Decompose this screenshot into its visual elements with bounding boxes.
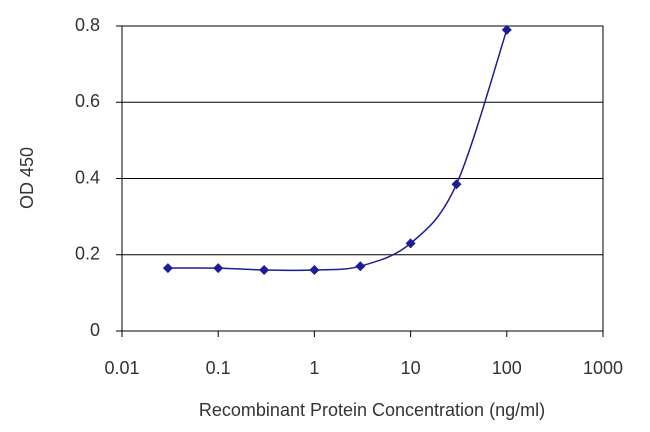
- series-line: [167, 29, 508, 272]
- x-tick-label: 1: [309, 358, 319, 378]
- data-point: [309, 265, 320, 275]
- x-tick-label: 0.1: [206, 358, 231, 378]
- y-tick-label: 0.4: [75, 167, 100, 187]
- data-point: [355, 261, 366, 272]
- y-tick-label: 0.6: [75, 91, 100, 111]
- x-tick-label: 10: [401, 358, 421, 378]
- data-point: [162, 263, 173, 274]
- y-tick-label: 0.8: [75, 15, 100, 35]
- x-tick-label: 100: [492, 358, 522, 378]
- data-point: [259, 265, 270, 275]
- x-tick-label: 1000: [583, 358, 623, 378]
- data-point: [213, 263, 224, 274]
- data-point: [451, 179, 462, 190]
- x-tick-label: 0.01: [104, 358, 139, 378]
- y-tick-label: 0: [90, 320, 100, 340]
- data-point: [405, 238, 416, 249]
- x-axis-label: Recombinant Protein Concentration (ng/ml…: [199, 400, 545, 420]
- y-axis-label: OD 450: [17, 147, 37, 209]
- y-tick-label: 0.2: [75, 244, 100, 264]
- data-point: [501, 24, 512, 35]
